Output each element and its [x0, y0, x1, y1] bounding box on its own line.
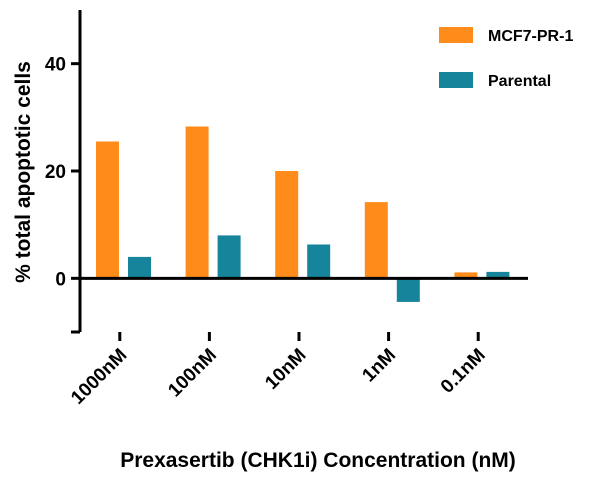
x-tick-label-100nM: 100nM	[164, 345, 221, 402]
y-tick-label-0: 0	[55, 269, 66, 290]
x-tick-label-1nM: 1nM	[358, 345, 400, 387]
bar-1000nM-Parental	[128, 256, 151, 279]
bar-1nM-MCF7-PR-1	[364, 202, 388, 279]
legend-label-Parental: Parental	[488, 73, 551, 90]
x-tick-label-1000nM: 1000nM	[67, 345, 131, 409]
x-axis-title: Prexasertib (CHK1i) Concentration (nM)	[120, 449, 516, 472]
y-tick-label-40: 40	[45, 55, 66, 76]
y-tick-label-20: 20	[45, 162, 66, 183]
legend: MCF7-PR-1 Parental	[439, 27, 573, 90]
x-tick-label-0.1nM: 0.1nM	[437, 345, 490, 398]
bars-layer	[96, 126, 510, 302]
bar-1nM-Parental	[396, 278, 420, 302]
x-tick-label-10nM: 10nM	[261, 345, 310, 394]
bar-10nM-MCF7-PR-1	[275, 171, 299, 279]
bar-100nM-MCF7-PR-1	[185, 126, 209, 279]
bar-1000nM-MCF7-PR-1	[96, 141, 119, 279]
bar-10nM-Parental	[307, 244, 331, 279]
bar-0.1nM-Parental	[486, 271, 510, 279]
y-axis-title: % total apoptotic cells	[12, 61, 35, 283]
bar-0.1nM-MCF7-PR-1	[454, 272, 478, 279]
bar-100nM-Parental	[217, 235, 241, 279]
legend-swatch-MCF7-PR-1	[439, 27, 473, 43]
legend-swatch-Parental	[439, 72, 473, 88]
legend-label-MCF7-PR-1: MCF7-PR-1	[488, 28, 573, 45]
